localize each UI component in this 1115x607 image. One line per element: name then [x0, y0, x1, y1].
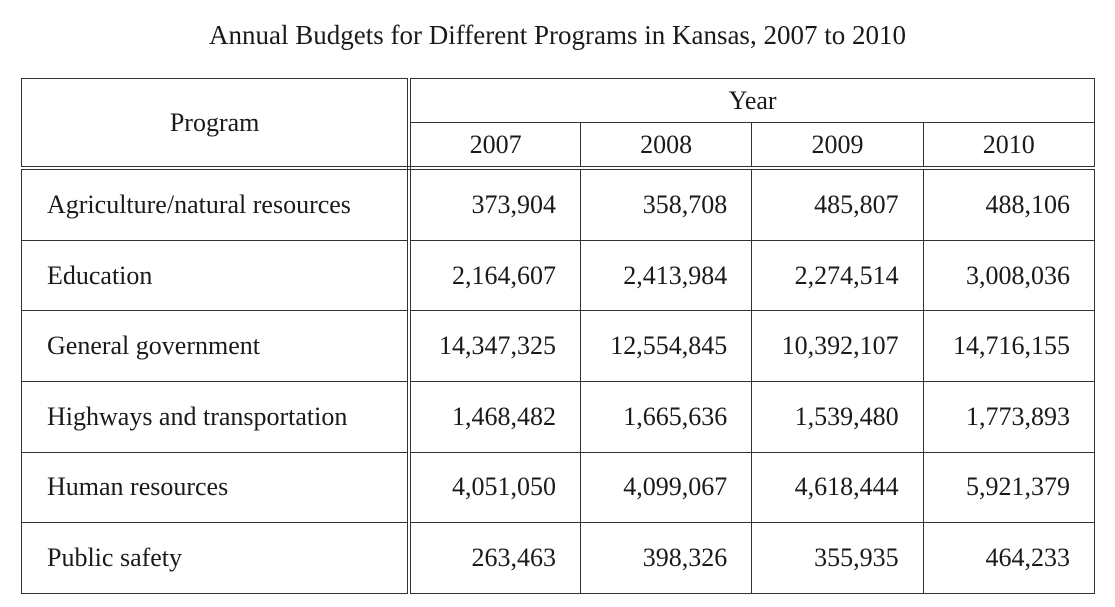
table-cell: 1,773,893	[922, 380, 1096, 453]
table-cell: 5,921,379	[922, 451, 1096, 524]
table-cell: 398,326	[579, 522, 753, 594]
table-row: Public safety 263,463 398,326 355,935 46…	[21, 522, 1096, 594]
table-cell: 3,008,036	[922, 239, 1096, 312]
program-column-header: Program	[21, 78, 412, 170]
table-row: Education 2,164,607 2,413,984 2,274,514 …	[21, 239, 1096, 312]
table-cell: 2,164,607	[408, 239, 582, 312]
table-cell: 12,554,845	[579, 310, 753, 382]
table-row: General government 14,347,325 12,554,845…	[21, 310, 1096, 382]
table-cell: 485,807	[751, 167, 924, 241]
table-cell: 2,413,984	[579, 239, 753, 312]
header-row-year: Program Year	[21, 78, 1096, 170]
table-row: Agriculture/natural resources 373,904 35…	[21, 167, 1096, 241]
row-label-program: Highways and transportation	[21, 380, 412, 453]
table-cell: 14,716,155	[922, 310, 1096, 382]
year-header-2007: 2007	[408, 122, 582, 170]
year-header-2010: 2010	[922, 122, 1096, 170]
table-title: Annual Budgets for Different Programs in…	[209, 20, 906, 50]
row-label-program: General government	[21, 310, 412, 382]
table-cell: 263,463	[408, 522, 582, 594]
year-header-2008: 2008	[579, 122, 753, 170]
year-group-header: Year	[408, 78, 1096, 123]
table-cell: 1,539,480	[751, 380, 924, 453]
table-cell: 373,904	[408, 167, 582, 241]
table-row: Human resources 4,051,050 4,099,067 4,61…	[21, 451, 1096, 524]
row-label-program: Public safety	[21, 522, 412, 594]
table-row: Highways and transportation 1,468,482 1,…	[21, 380, 1096, 453]
table-cell: 1,665,636	[579, 380, 753, 453]
table-cell: 355,935	[751, 522, 924, 594]
row-label-program: Human resources	[21, 451, 412, 524]
table-cell: 358,708	[579, 167, 753, 241]
table-cell: 10,392,107	[751, 310, 924, 382]
row-label-program: Agriculture/natural resources	[21, 167, 412, 241]
table-cell: 4,099,067	[579, 451, 753, 524]
header-row-years: 2007 2008 2009 2010	[22, 122, 1096, 170]
table-cell: 464,233	[922, 522, 1096, 594]
table-cell: 488,106	[922, 167, 1096, 241]
row-label-program: Education	[21, 239, 412, 312]
year-header-2009: 2009	[751, 122, 924, 170]
table-cell: 14,347,325	[408, 310, 582, 382]
table-cell: 2,274,514	[751, 239, 924, 312]
table-cell: 4,051,050	[408, 451, 582, 524]
table-cell: 1,468,482	[408, 380, 582, 453]
budget-table: Program Year 2007 2008 2009 2010 Agricul…	[21, 78, 1096, 594]
table-cell: 4,618,444	[751, 451, 924, 524]
